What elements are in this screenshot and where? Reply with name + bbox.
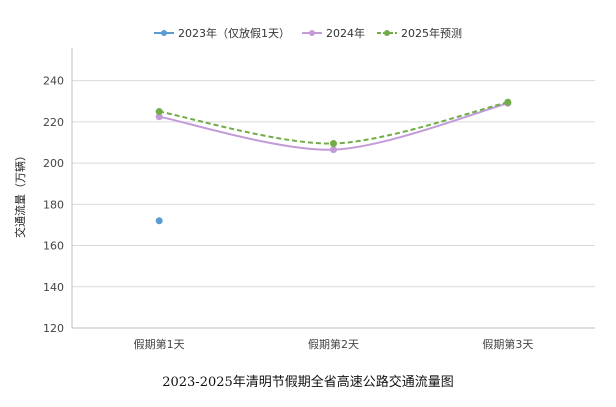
- x-tick-labels: 假期第1天 假期第2天 假期第3天: [134, 337, 534, 351]
- legend-swatch-marker: [161, 30, 167, 36]
- chart-series: [155, 98, 512, 225]
- chart-legend: 2023年（仅放假1天） 2024年 2025年预测: [154, 26, 462, 40]
- series-3: [155, 98, 512, 147]
- x-tick-label: 假期第2天: [308, 337, 359, 351]
- y-tick-label: 140: [43, 281, 64, 294]
- y-tick-label: 160: [43, 240, 64, 253]
- y-axis-title: 交通流量（万辆）: [13, 150, 27, 238]
- y-tick-labels: 120 140 160 180 200 220 240: [43, 75, 64, 335]
- legend-item: 2024年: [302, 26, 365, 40]
- legend-item: 2025年预测: [377, 26, 462, 40]
- legend-label: 2023年（仅放假1天）: [178, 26, 290, 40]
- y-tick-label: 220: [43, 116, 64, 129]
- chart-title: 2023-2025年清明节假期全省高速公路交通流量图: [162, 374, 454, 390]
- data-point: [155, 217, 163, 225]
- data-point: [330, 139, 337, 147]
- data-point: [504, 98, 512, 106]
- legend-swatch-marker: [384, 30, 390, 36]
- y-tick-label: 180: [43, 198, 64, 211]
- y-tick-label: 240: [43, 75, 64, 88]
- y-tick-label: 120: [43, 322, 64, 335]
- legend-item: 2023年（仅放假1天）: [154, 26, 290, 40]
- y-tick-label: 200: [43, 157, 64, 170]
- legend-label: 2024年: [326, 26, 365, 40]
- x-tick-label: 假期第1天: [134, 337, 185, 351]
- legend-swatch-marker: [309, 30, 315, 36]
- data-point: [330, 146, 337, 154]
- series-line: [158, 101, 509, 145]
- data-point: [155, 113, 163, 121]
- chart-gridlines: [72, 80, 595, 288]
- chart-axes: [71, 48, 595, 329]
- data-point: [155, 108, 163, 116]
- x-tick-label: 假期第3天: [482, 337, 533, 351]
- series-1: [155, 217, 163, 225]
- legend-label: 2025年预测: [401, 26, 462, 40]
